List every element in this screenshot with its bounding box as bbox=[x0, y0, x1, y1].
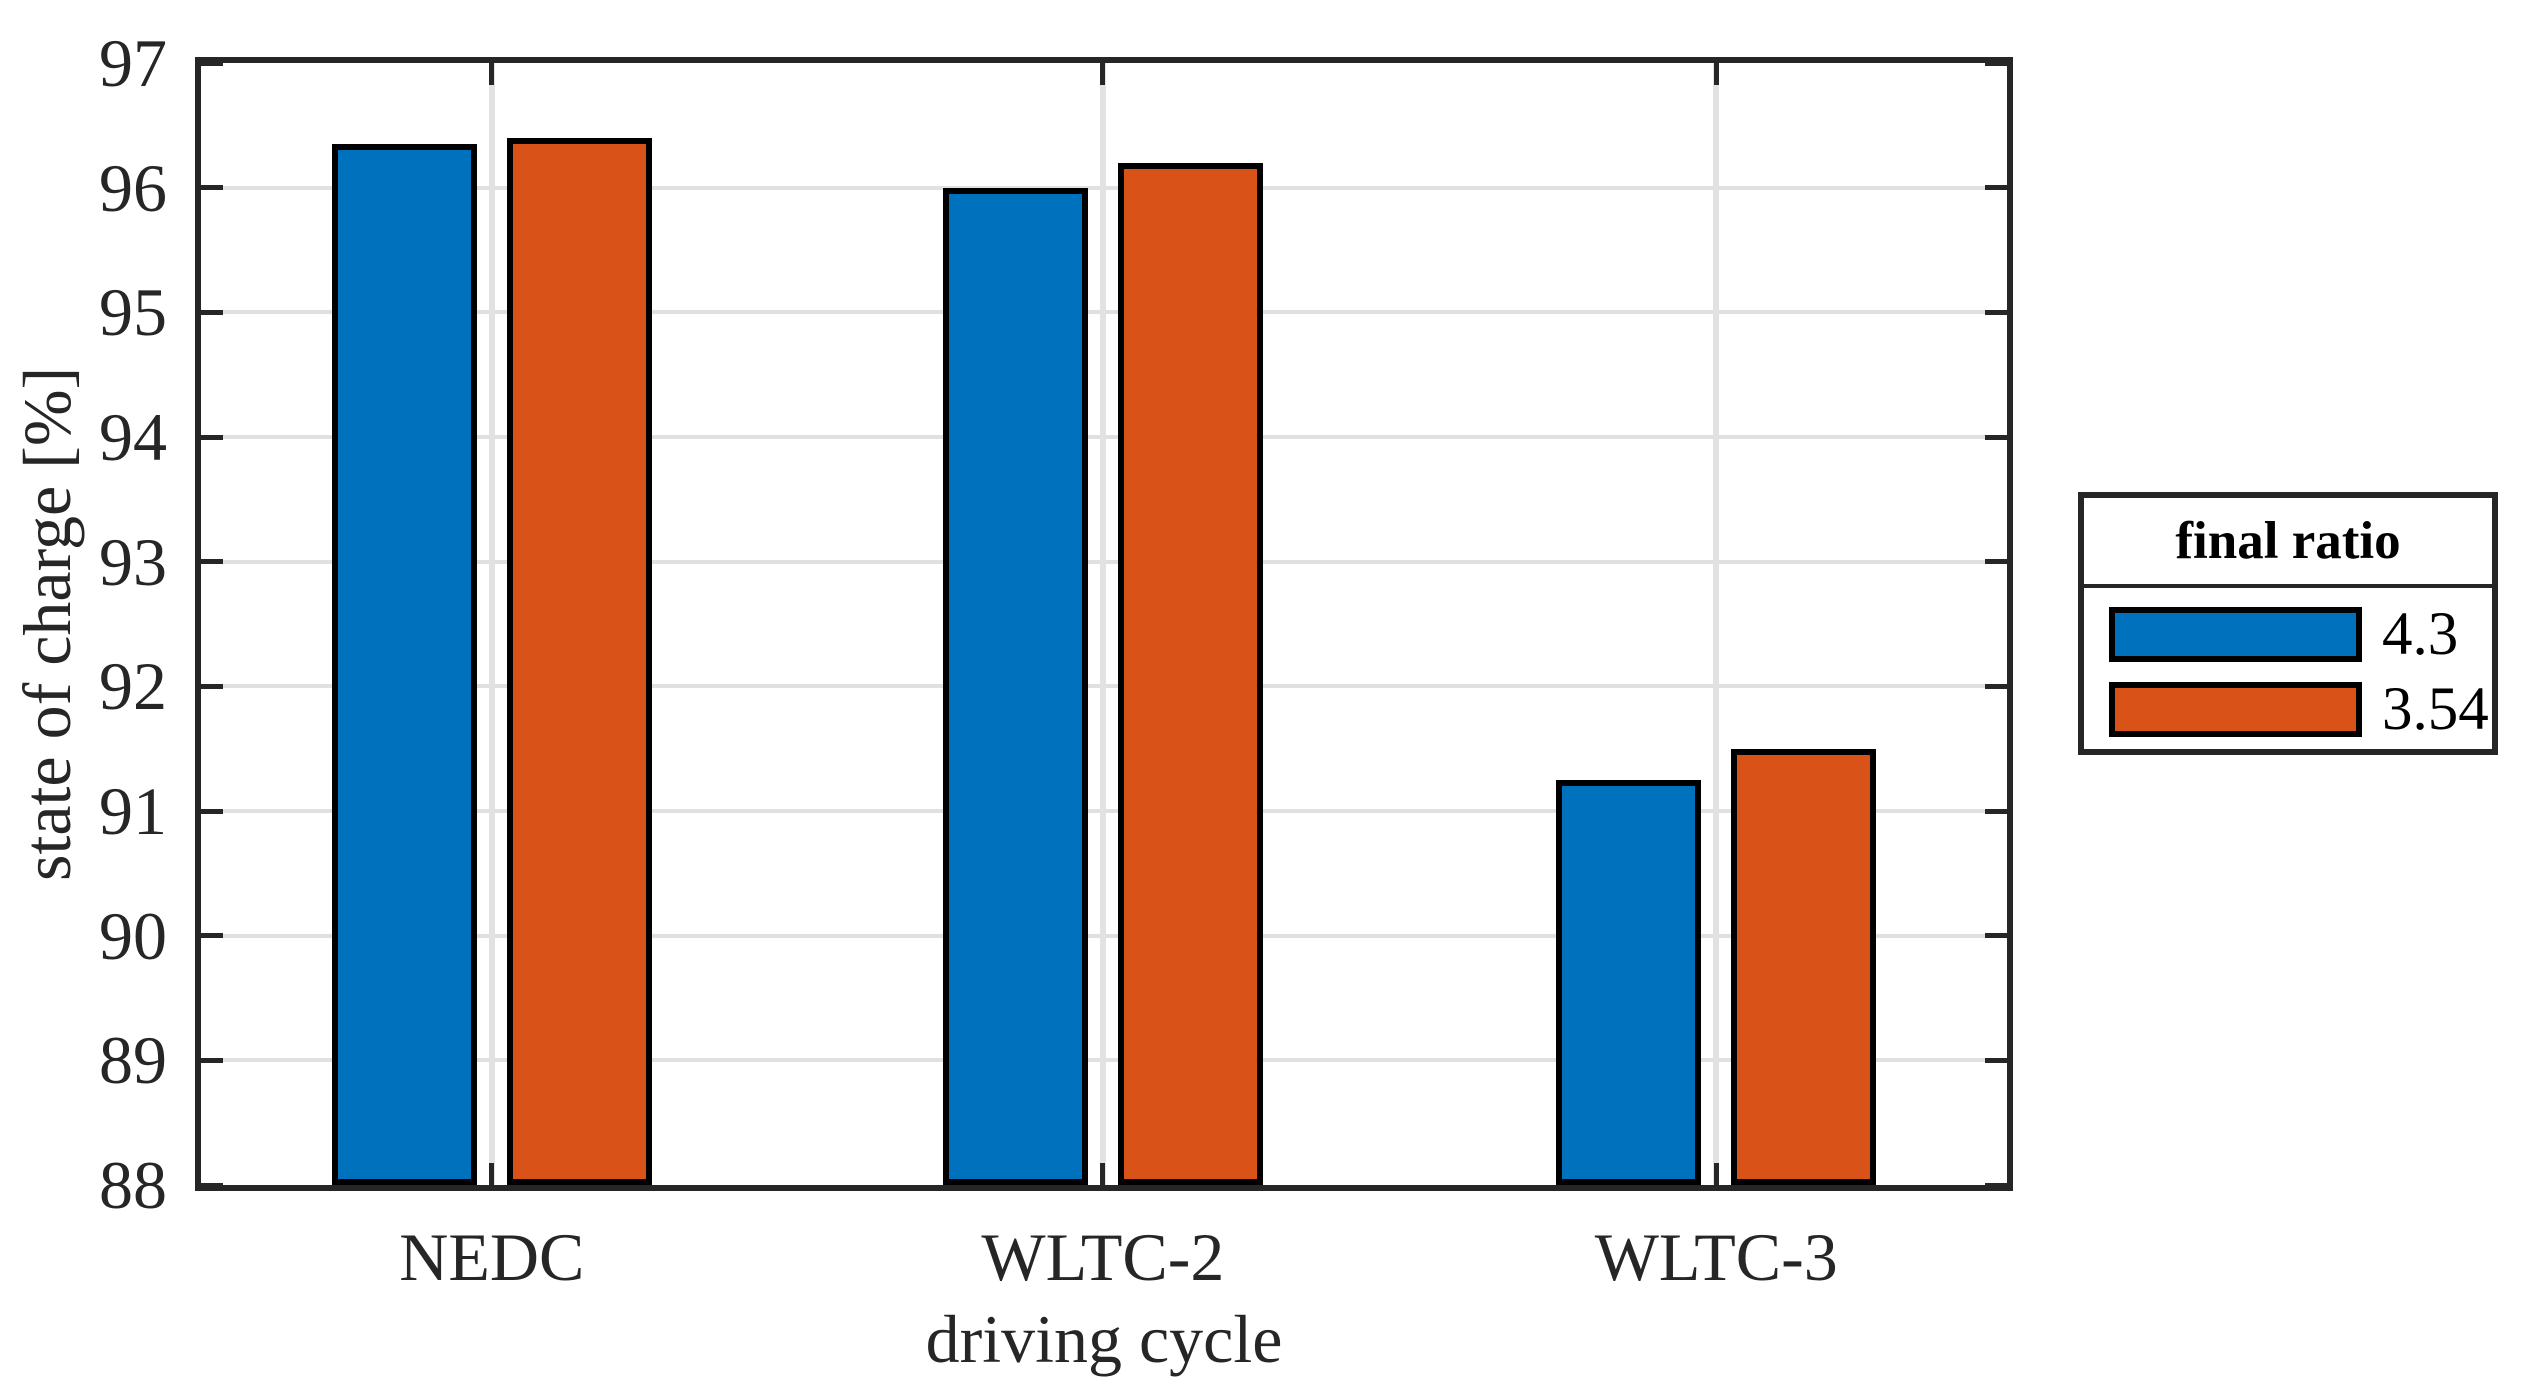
bar bbox=[1731, 748, 1877, 1185]
y-tick-label: 97 bbox=[99, 25, 167, 101]
legend-title: final ratio bbox=[2084, 498, 2492, 588]
legend-swatch bbox=[2109, 607, 2362, 662]
y-tick-mark bbox=[201, 808, 223, 814]
legend-label: 4.3 bbox=[2382, 601, 2459, 668]
y-tick-label: 90 bbox=[99, 897, 167, 974]
y-tick-mark bbox=[1985, 808, 2007, 814]
y-tick-mark bbox=[1985, 1057, 2007, 1063]
x-tick-mark bbox=[1713, 63, 1719, 85]
x-gridline bbox=[488, 63, 495, 1185]
y-tick-mark bbox=[1985, 185, 2007, 191]
x-axis-label: driving cycle bbox=[925, 1301, 1283, 1377]
legend-label: 3.54 bbox=[2382, 676, 2489, 743]
y-tick-mark bbox=[1985, 683, 2007, 689]
x-tick-label: WLTC-3 bbox=[1594, 1219, 1838, 1295]
y-tick-mark bbox=[201, 559, 223, 565]
y-tick-mark bbox=[201, 933, 223, 939]
y-tick-mark bbox=[201, 1182, 223, 1188]
bar bbox=[331, 144, 477, 1185]
y-tick-label: 93 bbox=[99, 523, 167, 600]
x-tick-mark bbox=[1713, 1163, 1719, 1185]
y-tick-label: 88 bbox=[99, 1147, 167, 1223]
bar bbox=[1117, 162, 1263, 1185]
y-tick-mark bbox=[201, 185, 223, 191]
y-tick-label: 91 bbox=[99, 773, 167, 849]
y-tick-mark bbox=[201, 1057, 223, 1063]
plot-area bbox=[195, 57, 2013, 1191]
y-tick-mark bbox=[1985, 1182, 2007, 1188]
x-tick-label: NEDC bbox=[399, 1219, 585, 1295]
y-tick-mark bbox=[201, 60, 223, 66]
y-tick-label: 92 bbox=[99, 648, 167, 725]
legend-entry: 4.3 bbox=[2109, 601, 2492, 668]
y-tick-label: 94 bbox=[99, 399, 167, 475]
y-tick-mark bbox=[1985, 309, 2007, 315]
x-gridline bbox=[1713, 63, 1720, 1185]
x-tick-mark bbox=[1100, 1163, 1106, 1185]
y-tick-label: 89 bbox=[99, 1022, 167, 1099]
y-tick-mark bbox=[201, 309, 223, 315]
y-tick-mark bbox=[1985, 60, 2007, 66]
bar bbox=[942, 187, 1088, 1185]
y-tick-mark bbox=[1985, 559, 2007, 565]
y-tick-label: 96 bbox=[99, 149, 167, 226]
legend-swatch bbox=[2109, 682, 2362, 737]
x-tick-mark bbox=[1100, 63, 1106, 85]
y-tick-mark bbox=[201, 683, 223, 689]
plot-inner bbox=[201, 60, 2007, 1188]
x-tick-mark bbox=[489, 1163, 495, 1185]
y-tick-mark bbox=[201, 434, 223, 440]
bar bbox=[506, 137, 652, 1185]
legend-entries: 4.3 3.54 bbox=[2084, 588, 2492, 743]
x-gridline bbox=[1099, 63, 1106, 1185]
y-axis-label: state of charge [%] bbox=[9, 366, 85, 882]
legend-entry: 3.54 bbox=[2109, 676, 2492, 743]
x-tick-label: WLTC-2 bbox=[981, 1219, 1225, 1295]
y-tick-label: 95 bbox=[99, 274, 167, 351]
x-tick-mark bbox=[489, 63, 495, 85]
y-tick-mark bbox=[1985, 434, 2007, 440]
y-tick-mark bbox=[1985, 933, 2007, 939]
bar bbox=[1556, 779, 1702, 1185]
legend: final ratio 4.3 3.54 bbox=[2078, 492, 2498, 755]
